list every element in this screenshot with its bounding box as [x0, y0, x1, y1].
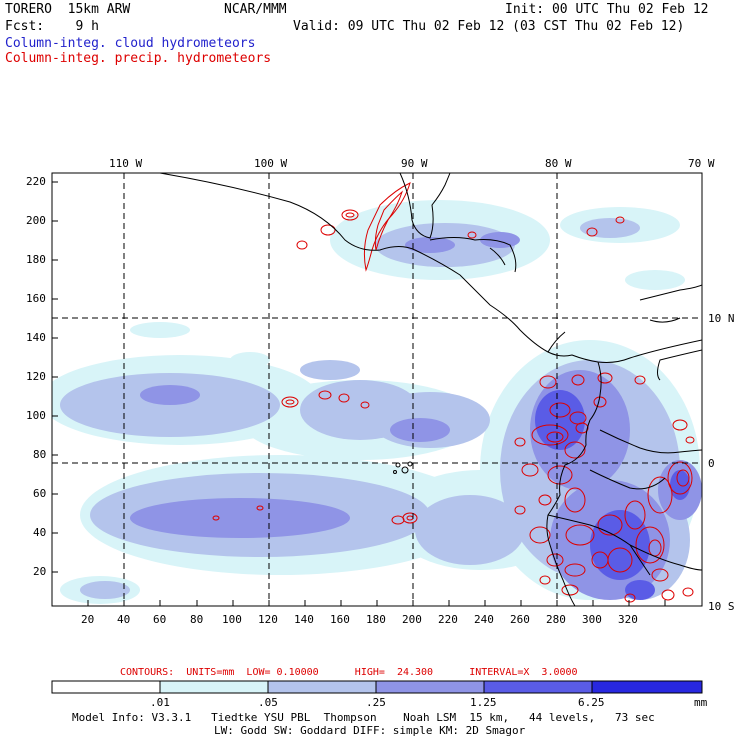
x-tick-label: 80 — [190, 613, 204, 626]
contour-info: CONTOURS: UNITS=mm LOW= 0.10000 HIGH= 24… — [120, 667, 578, 678]
y-tick-label: 200 — [26, 214, 46, 227]
x-tick-label: 100 — [222, 613, 242, 626]
y-tick-label: 220 — [26, 175, 46, 188]
y-tick-label: 160 — [26, 292, 46, 305]
colorbar — [51, 680, 703, 694]
colorbar-unit: mm — [694, 696, 708, 709]
init-time: Init: 00 UTC Thu 02 Feb 12 — [505, 2, 709, 17]
model-info-physics: LW: Godd SW: Goddard DIFF: simple KM: 2D… — [214, 724, 526, 737]
x-tick-label: 20 — [81, 613, 95, 626]
x-tick-label: 160 — [330, 613, 350, 626]
cloud-field — [52, 200, 702, 604]
field-precip-label: Column-integ. precip. hydrometeors — [5, 51, 272, 66]
coastlines — [159, 173, 702, 606]
lon-label-70w: 70 W — [688, 157, 715, 170]
x-tick-label: 280 — [546, 613, 566, 626]
lon-label-80w: 80 W — [545, 157, 572, 170]
y-tick-label: 60 — [33, 487, 47, 500]
lat-label-10n: 10 N — [708, 312, 735, 325]
colorbar-level: 6.25 — [578, 696, 605, 709]
colorbar-level: .25 — [366, 696, 386, 709]
x-tick-label: 40 — [117, 613, 131, 626]
lon-label-110w: 110 W — [109, 157, 143, 170]
y-tick-label: 20 — [33, 565, 47, 578]
colorbar-level: .05 — [258, 696, 278, 709]
x-tick-label: 320 — [618, 613, 638, 626]
field-cloud-label: Column-integ. cloud hydrometeors — [5, 36, 256, 51]
x-tick-label: 200 — [402, 613, 422, 626]
x-tick-label: 300 — [582, 613, 602, 626]
x-tick-label: 260 — [510, 613, 530, 626]
y-tick-label: 180 — [26, 253, 46, 266]
colorbar-level: 1.25 — [470, 696, 497, 709]
lat-label-10s: 10 S — [708, 600, 735, 613]
y-tick-label: 140 — [26, 331, 46, 344]
x-tick-label: 60 — [153, 613, 167, 626]
graticule — [52, 173, 702, 606]
colorbar-level: .01 — [150, 696, 170, 709]
forecast-hour: Fcst: 9 h — [5, 19, 99, 34]
lat-label-0: 0 — [708, 457, 715, 470]
model-title: TORERO 15km ARW — [5, 2, 131, 17]
x-tick-label: 140 — [294, 613, 314, 626]
model-info: Model Info: V3.3.1 Tiedtke YSU PBL Thomp… — [72, 711, 655, 724]
x-tick-label: 120 — [258, 613, 278, 626]
org-label: NCAR/MMM — [224, 2, 287, 17]
lon-label-90w: 90 W — [401, 157, 428, 170]
x-tick-label: 180 — [366, 613, 386, 626]
precip-contours — [212, 182, 695, 603]
y-tick-label: 80 — [33, 448, 47, 461]
tick-marks — [52, 181, 666, 606]
y-tick-label: 100 — [26, 409, 46, 422]
lon-label-100w: 100 W — [254, 157, 288, 170]
y-tick-label: 120 — [26, 370, 46, 383]
y-tick-label: 40 — [33, 526, 47, 539]
x-tick-label: 220 — [438, 613, 458, 626]
valid-time: Valid: 09 UTC Thu 02 Feb 12 (03 CST Thu … — [293, 19, 685, 34]
x-tick-label: 240 — [474, 613, 494, 626]
